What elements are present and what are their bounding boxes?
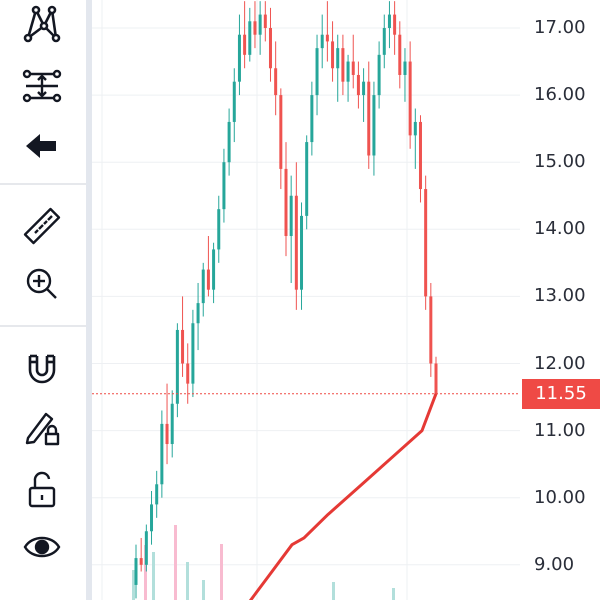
unlock-icon[interactable] xyxy=(18,466,66,514)
candle-body xyxy=(413,121,417,136)
volume-bar xyxy=(144,545,147,600)
candle-body xyxy=(434,363,438,394)
candle-body xyxy=(305,142,309,216)
candle-body xyxy=(346,61,350,82)
candle-body xyxy=(279,95,283,169)
candle-body xyxy=(351,61,355,75)
magnet-icon[interactable] xyxy=(18,344,66,392)
candle-body xyxy=(367,81,371,156)
toolbar-divider xyxy=(0,183,86,185)
candle-body xyxy=(186,363,190,384)
drawing-toolbar xyxy=(0,0,86,600)
volume-bar xyxy=(132,570,135,600)
candle-body xyxy=(175,329,179,404)
eye-icon[interactable] xyxy=(18,523,66,571)
candle-body xyxy=(362,81,366,96)
candle-body xyxy=(274,68,278,96)
candle-body xyxy=(315,48,319,96)
arrow-left-icon[interactable] xyxy=(18,122,66,170)
candle-body xyxy=(248,21,252,55)
candle-body xyxy=(284,168,288,237)
price-tick-label: 15.00 xyxy=(534,151,586,173)
candle-body xyxy=(227,121,231,163)
candle-body xyxy=(253,21,257,35)
price-tick-label: 17.00 xyxy=(534,17,586,38)
price-tick-label: 13.00 xyxy=(534,285,586,307)
toolbar-divider xyxy=(0,325,86,327)
price-axis[interactable]: 17.00 16.00 15.00 14.00 13.00 12.00 11.00 10.00… xyxy=(520,0,600,600)
candle-body xyxy=(408,61,412,136)
candle-body xyxy=(139,558,143,565)
zoom-in-icon[interactable] xyxy=(18,260,66,308)
candle-body xyxy=(372,95,376,156)
candle-body xyxy=(150,504,154,532)
volume-bar xyxy=(332,582,335,600)
candle-body xyxy=(325,34,329,42)
candle-body xyxy=(191,323,195,384)
price-tick-label: 10.00 xyxy=(534,486,586,508)
candle-body xyxy=(237,34,241,82)
candle-body xyxy=(331,41,335,69)
candle-body xyxy=(201,269,205,304)
volume-bar xyxy=(202,580,205,600)
current-price-badge: 11.55 xyxy=(522,379,600,409)
price-tick-label: 9.00 xyxy=(534,553,575,575)
measure-settings-icon[interactable] xyxy=(18,62,66,110)
ruler-icon[interactable] xyxy=(18,202,66,250)
candle-body xyxy=(377,54,381,96)
candle-body xyxy=(398,34,402,75)
volume-bar xyxy=(220,544,223,600)
volume-bar xyxy=(392,588,395,600)
candle-body xyxy=(212,249,216,290)
candle-body xyxy=(387,14,391,28)
candle-body xyxy=(289,195,293,237)
toolbar-border xyxy=(86,0,92,600)
candle-body xyxy=(155,484,159,505)
candle-body xyxy=(429,296,433,364)
candle-body xyxy=(134,558,138,585)
candle-body xyxy=(424,189,428,297)
candle-body xyxy=(170,403,174,445)
candle-body xyxy=(232,81,236,122)
price-chart[interactable] xyxy=(92,0,520,600)
candle-body xyxy=(181,329,185,364)
candle-body xyxy=(165,423,169,445)
indicator-line xyxy=(248,393,438,600)
candle-body xyxy=(341,48,345,82)
volume-bar xyxy=(174,525,177,600)
candle-body xyxy=(336,48,340,69)
candle-body xyxy=(418,121,422,190)
candle-body xyxy=(320,34,324,49)
candle-body xyxy=(206,269,210,290)
candle-body xyxy=(217,209,221,250)
pattern-tool-icon[interactable] xyxy=(18,0,66,48)
candle-body xyxy=(263,14,267,28)
candle-body xyxy=(310,95,314,143)
candle-body xyxy=(300,215,304,290)
candle-body xyxy=(243,34,247,55)
candle-body xyxy=(160,423,164,485)
candle-body xyxy=(382,28,386,55)
volume-bar xyxy=(152,552,155,600)
price-tick-label: 16.00 xyxy=(534,84,586,106)
price-tick-label: 14.00 xyxy=(534,218,586,240)
price-tick-label: 12.00 xyxy=(534,352,586,374)
candle-body xyxy=(196,303,200,324)
candle-body xyxy=(144,531,148,565)
candle-body xyxy=(403,61,407,75)
price-tick-label: 11.00 xyxy=(534,419,586,441)
candle-body xyxy=(393,14,397,35)
candle-body xyxy=(356,74,360,96)
candle-body xyxy=(222,162,226,210)
candle-body xyxy=(258,14,262,35)
candle-body xyxy=(294,195,298,290)
candle-body xyxy=(268,28,272,69)
volume-bar xyxy=(186,562,189,600)
lock-drawings-icon[interactable] xyxy=(18,404,66,452)
